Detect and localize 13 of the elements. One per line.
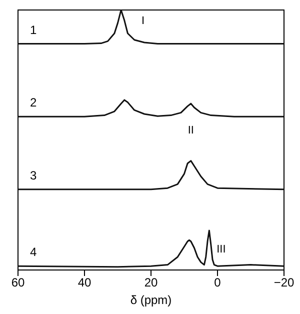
series-label: 4 bbox=[30, 245, 37, 260]
annotation: II bbox=[188, 124, 194, 137]
x-tick-label: 60 bbox=[11, 276, 25, 290]
annotation: I bbox=[142, 15, 145, 27]
x-axis-title: δ (ppm) bbox=[130, 293, 172, 307]
series-label: 2 bbox=[30, 96, 37, 110]
x-tick-label: 0 bbox=[214, 276, 222, 290]
x-tick-label: 20 bbox=[144, 276, 158, 290]
x-tick-label: 40 bbox=[78, 276, 92, 290]
series-label: 1 bbox=[30, 22, 37, 37]
series-label: 3 bbox=[30, 168, 37, 182]
x-tick-label: −20 bbox=[274, 276, 294, 290]
annotation: III bbox=[216, 243, 226, 256]
